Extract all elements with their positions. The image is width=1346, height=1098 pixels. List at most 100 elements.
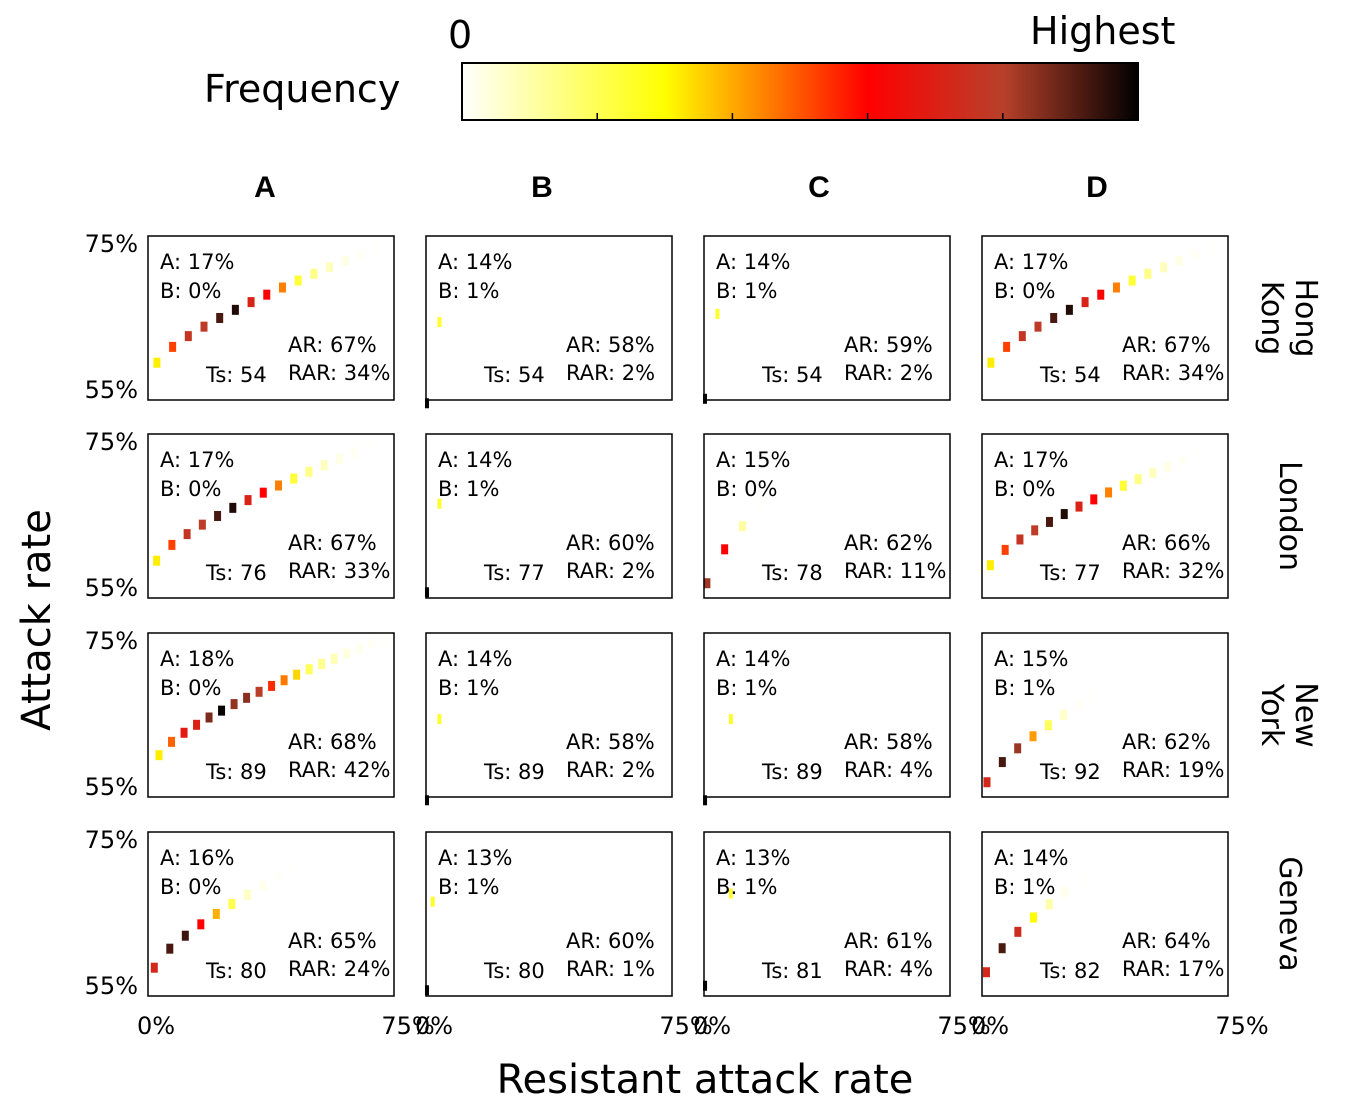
stat-ar: AR: 67% [1122,333,1211,357]
y-tick-bottom: 55% [85,574,138,602]
heatmap-cell [1207,243,1215,254]
panel-frame [147,831,395,997]
heatmap-cell [153,555,161,566]
stat-b: B: 1% [438,477,499,501]
colorbar [461,62,1139,121]
heatmap-cell [183,529,191,540]
y-tick-bottom: 55% [85,376,138,404]
heatmap-cell [200,321,208,332]
heatmap-cell [1045,899,1053,910]
heatmap-cell [424,587,429,598]
heatmap-cell [198,519,206,530]
y-tick-bottom: 55% [85,972,138,1000]
heatmap-cell [243,889,251,900]
heatmap-cell [168,736,176,747]
stat-a: A: 13% [716,846,790,870]
stat-a: A: 17% [160,448,234,472]
panel-frame [703,831,951,997]
heatmap-cell [1016,534,1024,545]
heatmap-cell [1178,455,1186,466]
heatmap-cells [986,449,1201,571]
heatmap-cells [424,317,442,409]
heatmap-cell [998,943,1006,954]
stat-ts: Ts: 54 [205,363,267,387]
heatmap-cell [1045,516,1053,527]
stat-b: B: 0% [160,477,221,501]
stat-ts: Ts: 54 [483,363,545,387]
panel-c-0: A: 14% B: 1% AR: 59% RAR: 2% Ts: 54 [702,235,951,404]
heatmap-cell [355,643,363,654]
heatmap-cell [205,712,213,723]
panel-frame [981,831,1229,997]
heatmap-cells [424,498,442,598]
heatmap-cell [181,930,189,941]
stat-a: A: 14% [716,647,790,671]
heatmap-cell [1044,720,1052,731]
panel-frame [703,433,951,599]
stat-rar: RAR: 19% [1122,758,1224,782]
heatmap-cell [424,398,429,409]
heatmap-cell [437,498,442,509]
stat-rar: RAR: 4% [844,957,933,981]
heatmap-cell [703,795,708,806]
x-tick-right: 75% [937,1012,990,1040]
stat-a: A: 14% [994,846,1068,870]
y-tick-top: 75% [85,826,138,854]
stat-ar: AR: 66% [1122,531,1211,555]
y-tick-bottom: 55% [85,773,138,801]
row-label-line: Geneva [1272,856,1307,971]
heatmap-cells [987,243,1215,368]
panel-frame [147,632,395,798]
heatmap-cell [216,312,224,323]
stat-ar: AR: 58% [566,730,655,754]
heatmap-cell [1119,480,1127,491]
stat-rar: RAR: 17% [1122,957,1224,981]
heatmap-cell [184,331,192,342]
heatmap-cell [330,653,338,664]
tick-labels: 75%55%75%55%75%55%75%55%0% 75%0% 75%0% 75%0… [85,230,1269,1040]
heatmap-cell [280,675,288,686]
heatmap-cell [1077,875,1085,886]
panel-c-3: A: 13% B: 1% AR: 61% RAR: 4% Ts: 81 [703,831,951,997]
heatmap-cell [318,658,326,669]
heatmap-cell [293,669,301,680]
stat-ar: AR: 62% [844,531,933,555]
heatmap-cell [1061,886,1069,897]
heatmap-cell [982,967,990,978]
heatmap-cell [986,560,994,571]
stat-b: B: 1% [438,279,499,303]
panel-frame [147,235,395,401]
heatmap-cell [721,544,729,555]
panel-c-1: A: 15% B: 0% AR: 62% RAR: 11% Ts: 78 [703,433,951,599]
column-header-b: B [531,171,553,204]
heatmap-cell [1030,912,1038,923]
heatmap-cell [197,919,205,930]
stat-ar: AR: 58% [844,730,933,754]
panel-c-2: A: 14% B: 1% AR: 58% RAR: 4% Ts: 89 [703,632,951,806]
heatmap-cell [1193,449,1201,460]
stat-b: B: 0% [160,875,221,899]
heatmap-cell [305,466,313,477]
stat-rar: RAR: 2% [844,361,933,385]
legend-title: Frequency [204,67,400,111]
heatmap-cell [259,880,267,891]
heatmap-cell [247,297,255,308]
stat-ar: AR: 65% [288,929,377,953]
x-tick-right: 75% [659,1012,712,1040]
heatmap-cells [703,888,733,991]
panel-frame [425,235,673,401]
heatmap-cell [278,282,286,293]
heatmap-cell [1014,743,1022,754]
heatmap-cell [1105,487,1113,498]
stat-a: A: 17% [160,250,234,274]
stat-a: A: 14% [716,250,790,274]
stat-rar: RAR: 34% [288,361,390,385]
stat-a: A: 17% [994,250,1068,274]
heatmap-cell [231,304,239,315]
row-label-line: Hong [1288,279,1323,358]
heatmap-cell [228,899,236,910]
heatmap-cell [1060,709,1068,720]
stat-a: A: 15% [716,448,790,472]
row-label-line: Kong [1254,281,1289,356]
